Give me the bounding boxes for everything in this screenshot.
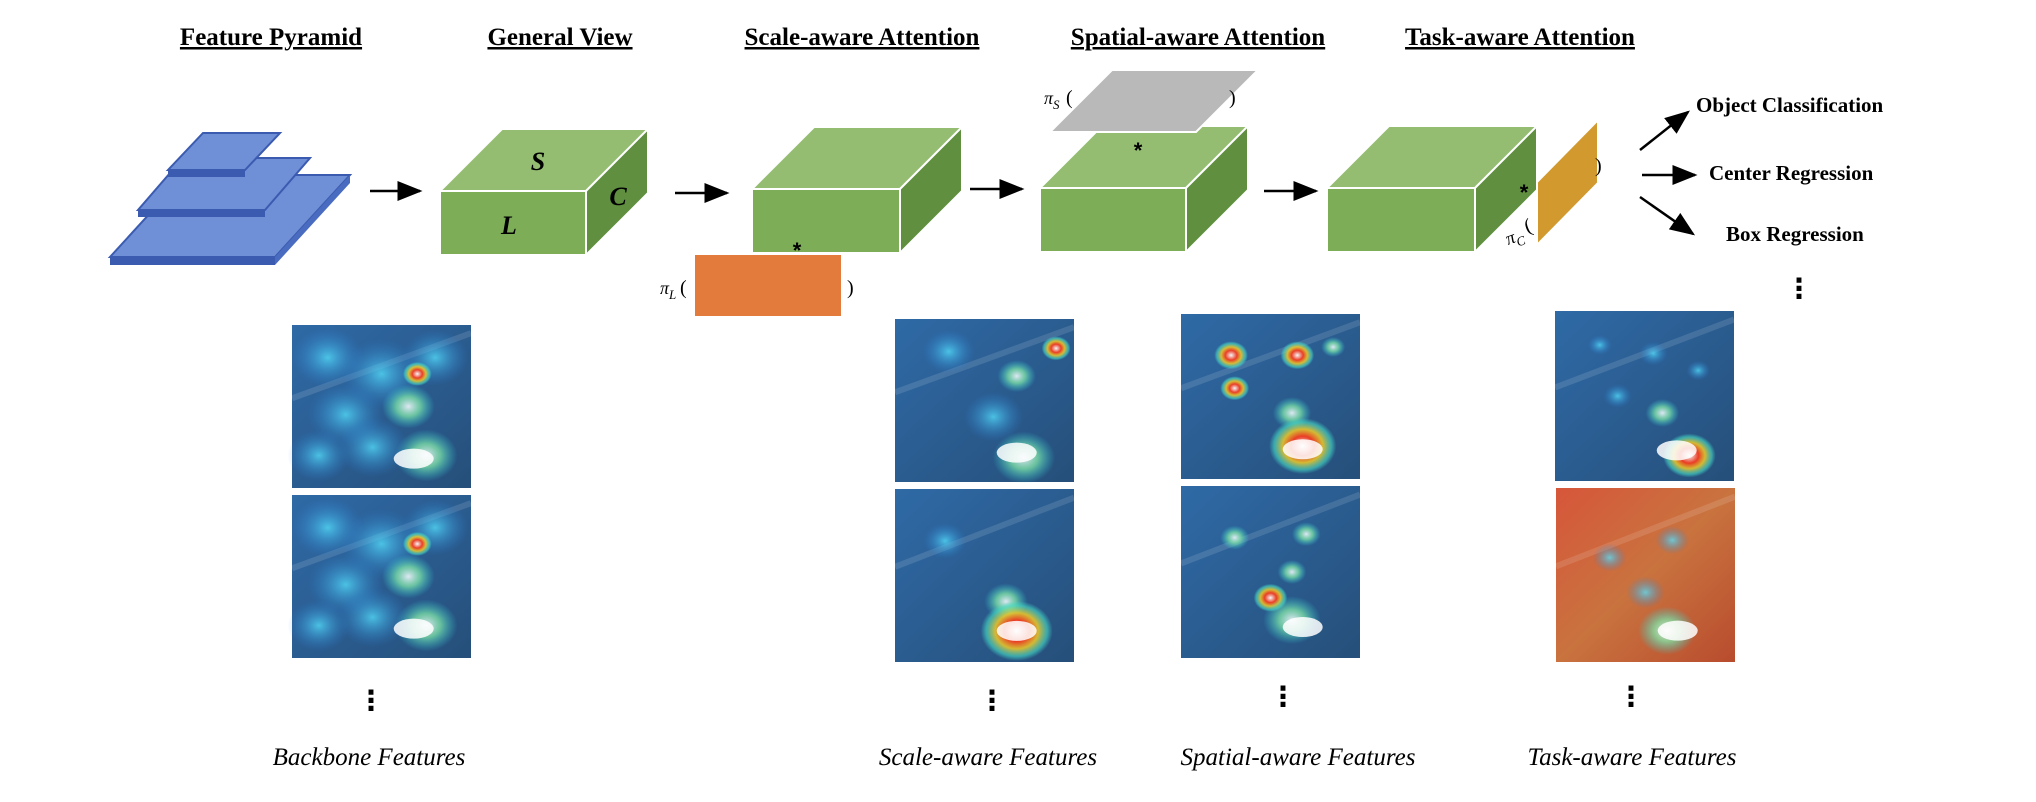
scale-ellipsis: ⋮ <box>978 684 1006 717</box>
output-arrow <box>1639 110 1690 151</box>
feature-pyramid <box>107 132 353 265</box>
pi-l-label: πL <box>660 278 676 302</box>
spatial-heatmap-bottom <box>1179 486 1362 658</box>
dimension-label-l: L <box>500 211 517 240</box>
open-paren: ( <box>680 277 687 299</box>
convolution-symbol: * <box>1520 180 1529 205</box>
scale-aware-cube <box>749 124 965 256</box>
spatial-attention-weight <box>1047 69 1261 133</box>
scale-heatmap-bottom <box>893 489 1076 662</box>
open-paren: ( <box>1521 215 1535 238</box>
spatial-heatmap-top <box>1179 314 1362 479</box>
convolution-symbol: * <box>793 238 802 263</box>
task-ellipsis: ⋮ <box>1617 680 1645 713</box>
close-paren: ) <box>1595 155 1602 177</box>
pi-s-label: πS <box>1044 88 1060 112</box>
task-aware-cube <box>1324 123 1540 255</box>
close-paren: ) <box>847 277 854 299</box>
task-heatmap-bottom <box>1554 488 1737 662</box>
output-box-regression: Box Regression <box>1726 222 1864 246</box>
task-attention-weight <box>1536 117 1599 248</box>
backbone-ellipsis: ⋮ <box>357 684 385 717</box>
scale-heatmap-top <box>893 319 1076 484</box>
close-paren: ) <box>1229 87 1236 109</box>
heatmap-thumbnails <box>287 311 1737 662</box>
caption-spatial-aware-features: Spatial-aware Features <box>1181 744 1416 771</box>
pi-c-label: πC <box>1503 224 1528 253</box>
output-center-regression: Center Regression <box>1709 161 1874 185</box>
heading-task-aware-attention: Task-aware Attention <box>1405 24 1635 51</box>
open-paren: ( <box>1066 87 1073 109</box>
caption-backbone-features: Backbone Features <box>273 744 466 771</box>
heading-spatial-aware-attention: Spatial-aware Attention <box>1071 24 1325 51</box>
task-heatmap-top <box>1553 311 1736 481</box>
caption-task-aware-features: Task-aware Features <box>1527 744 1736 771</box>
spatial-aware-cube <box>1037 123 1251 255</box>
general-view-cube: S L C <box>437 126 651 258</box>
heading-general-view: General View <box>487 24 632 51</box>
output-arrow <box>1639 195 1696 236</box>
caption-scale-aware-features: Scale-aware Features <box>879 744 1097 771</box>
backbone-heatmap-bottom <box>287 495 473 658</box>
outputs-more-ellipsis: ⋮ <box>1785 272 1813 305</box>
spatial-ellipsis: ⋮ <box>1269 680 1297 713</box>
dimension-label-c: C <box>609 182 627 211</box>
heading-feature-pyramid: Feature Pyramid <box>180 24 362 51</box>
output-object-classification: Object Classification <box>1696 93 1884 117</box>
dimension-label-s: S <box>531 147 545 176</box>
convolution-symbol: * <box>1134 138 1143 163</box>
scale-attention-weight <box>693 253 843 318</box>
heading-scale-aware-attention: Scale-aware Attention <box>745 24 980 51</box>
backbone-heatmap-top <box>287 325 473 488</box>
